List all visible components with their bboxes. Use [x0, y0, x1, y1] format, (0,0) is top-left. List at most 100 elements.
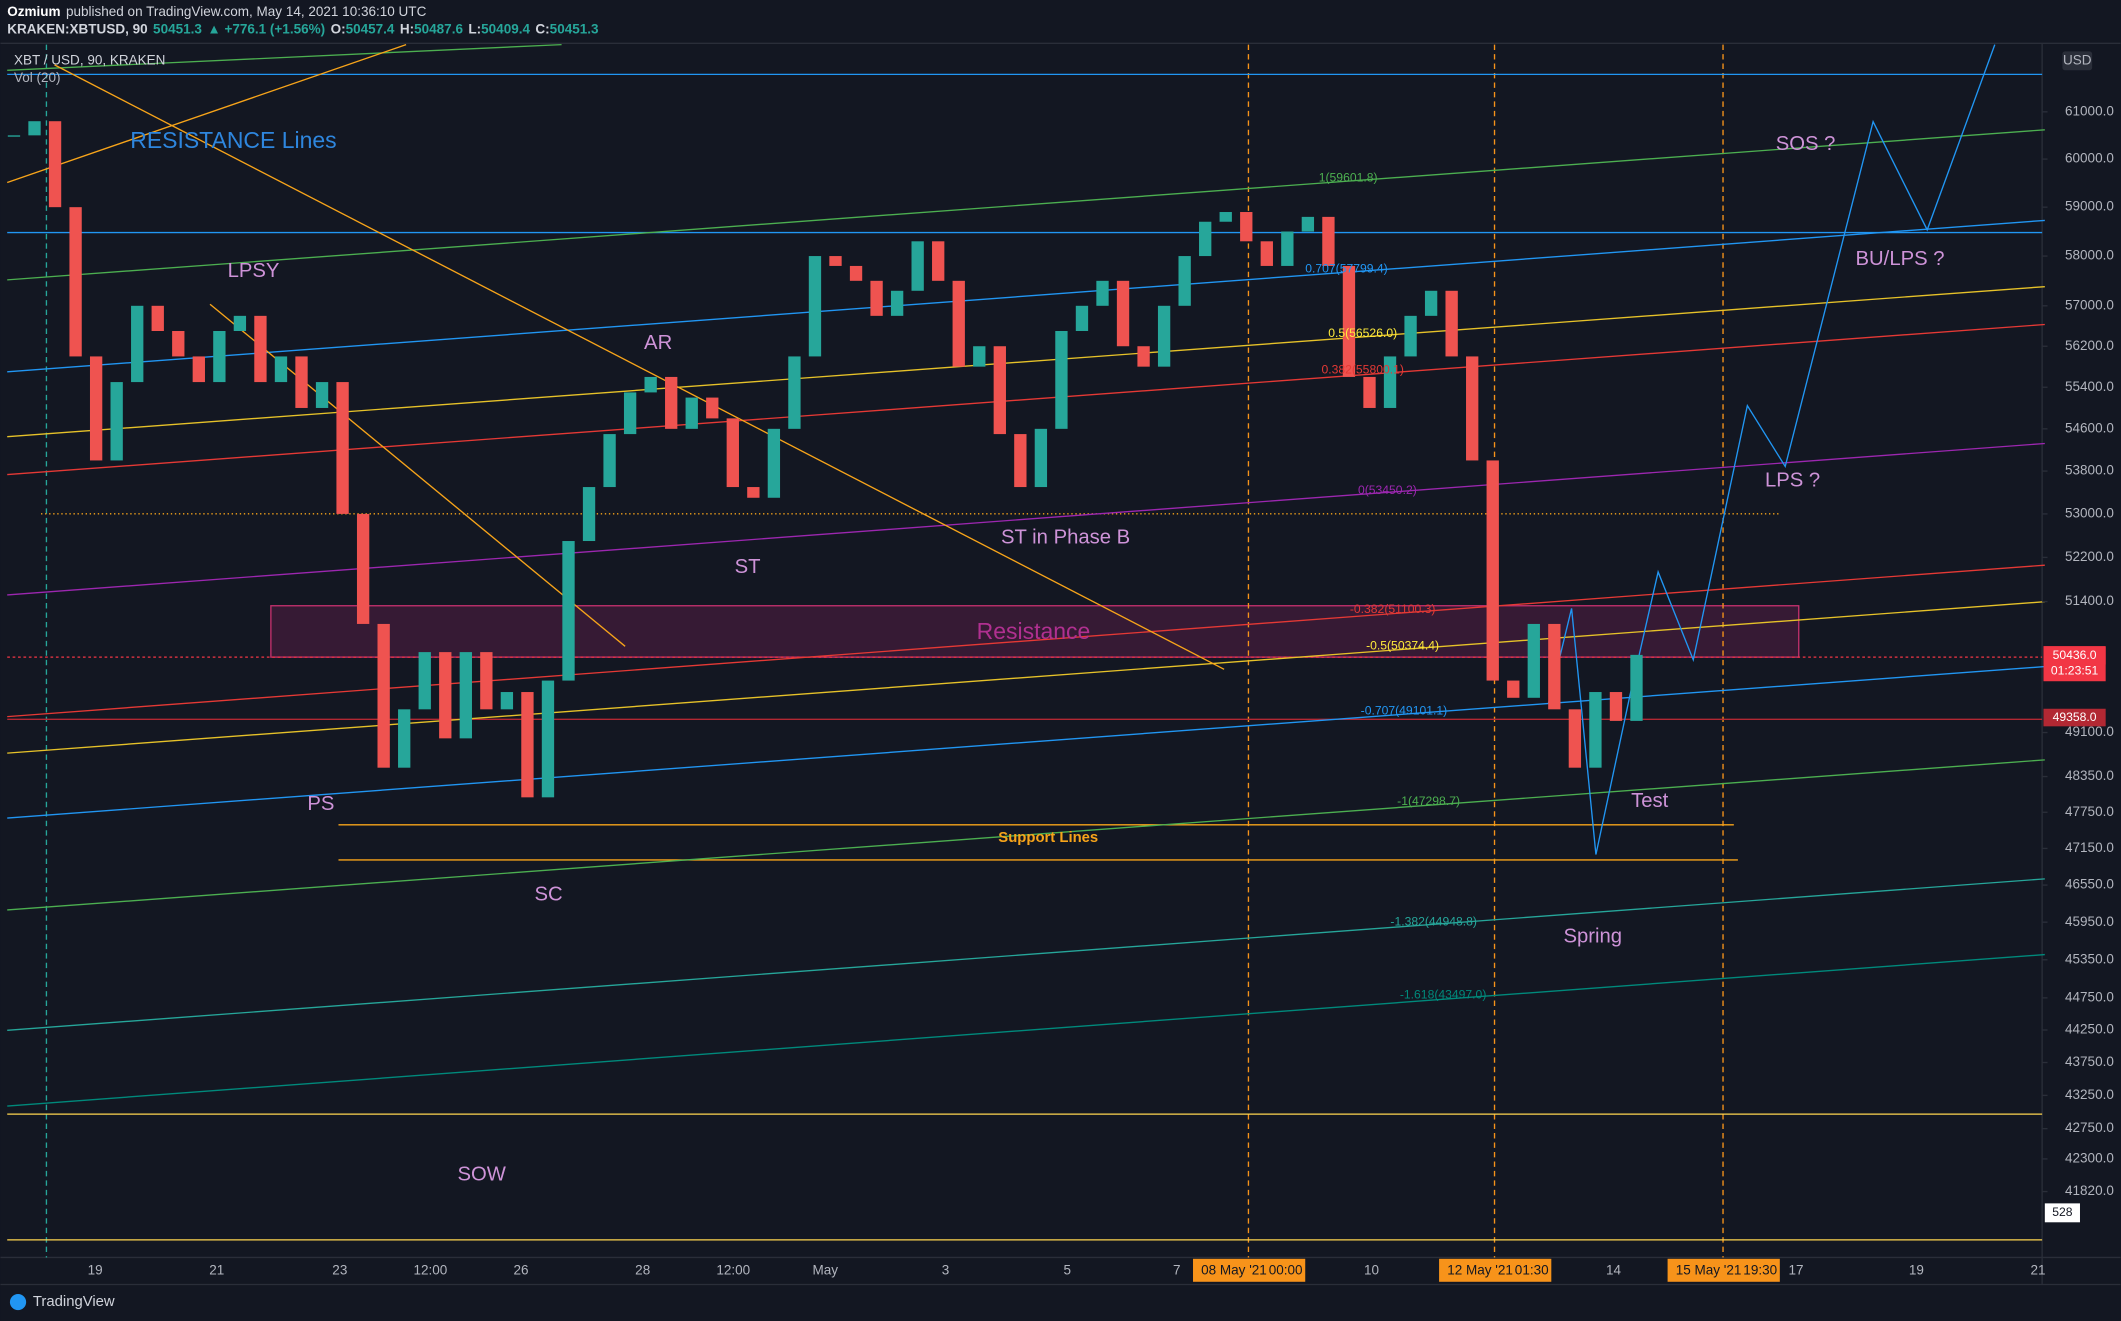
candle: [1219, 212, 1232, 222]
annotation: Resistance: [977, 618, 1091, 644]
annotation: LPS ?: [1765, 470, 1820, 492]
candle: [1096, 280, 1109, 306]
y-tick-label: 48350.0: [2065, 768, 2114, 783]
ohlc-key: C:: [535, 21, 549, 36]
candle: [1199, 221, 1212, 257]
candle: [932, 241, 945, 281]
x-axis: 19 21 23 12:00 26 28 12:00 May 3 5 7 10 …: [88, 1263, 2046, 1278]
annotation: SOW: [457, 1163, 506, 1185]
projection-path: [1547, 44, 1996, 855]
change: ▲ +776.1 (+1.56%): [207, 21, 325, 36]
legend-volume: Vol (20): [14, 70, 61, 85]
annotation: Test: [1631, 790, 1669, 812]
candles: [7, 121, 1643, 798]
fib-label: 0(53450.2): [1358, 483, 1417, 497]
candle: [808, 256, 822, 357]
ohlc-value: 50457.4: [346, 21, 395, 36]
candle: [1157, 305, 1171, 367]
y-tick-label: 45950.0: [2065, 914, 2114, 929]
price-tag-countdown: 01:23:51: [2051, 663, 2099, 677]
candle: [1404, 315, 1417, 357]
x-tick-label: 28: [635, 1263, 650, 1278]
candle: [767, 428, 781, 498]
candle: [747, 487, 760, 498]
annotation: LPSY: [228, 260, 280, 282]
ohlc-key: L:: [468, 21, 481, 36]
candle: [7, 135, 21, 137]
channel-line: [7, 665, 2045, 819]
ohlc-value: 50451.3: [550, 21, 599, 36]
x-tick-label: 19: [88, 1263, 103, 1278]
price-tag: [2043, 708, 2106, 727]
candle: [685, 397, 698, 429]
candle: [89, 356, 103, 461]
candle: [336, 382, 349, 514]
candle: [1075, 305, 1089, 332]
x-tick-label: 14: [1606, 1263, 1622, 1278]
logo: [9, 1293, 27, 1311]
last: 50451.3: [153, 21, 202, 36]
candle: [377, 623, 390, 768]
candle: [1240, 212, 1253, 242]
trend-line: [6, 43, 407, 184]
y-tick-label: 61000.0: [2065, 103, 2114, 118]
annotation: ST: [735, 556, 761, 578]
x-tick-label: May: [812, 1263, 838, 1278]
ohlc-value: 50409.4: [481, 21, 530, 36]
x-tick-label: 21: [2031, 1263, 2046, 1278]
resistance-zone: [270, 605, 1800, 658]
candle: [233, 315, 247, 332]
channel-line: [7, 442, 2045, 596]
candle: [398, 709, 411, 768]
candle: [439, 652, 452, 739]
annotation: PS: [307, 793, 334, 815]
y-tick-label: 56200.0: [2065, 338, 2114, 353]
candle: [1055, 331, 1068, 429]
symbol-line: KRAKEN:XBTUSD, 90 50451.3 ▲ +776.1 (+1.56%…: [7, 21, 599, 36]
candle: [788, 356, 801, 429]
x-tick-label: 12:00: [716, 1263, 750, 1278]
header-line: Ozmium published on TradingView.com, May …: [7, 4, 426, 19]
candle: [1589, 692, 1602, 768]
candle: [1630, 654, 1643, 721]
time-tag-date: 15 May '21: [1676, 1263, 1742, 1278]
time-tag-time: 19:30: [1743, 1263, 1777, 1278]
candle: [1260, 241, 1273, 266]
candle: [192, 356, 205, 383]
x-tick-label: 26: [513, 1263, 528, 1278]
time-tag-time: 01:30: [1515, 1263, 1549, 1278]
fib-label: 0.5(56526.0): [1328, 326, 1397, 340]
legend-symbol: XBT / USD, 90, KRAKEN: [14, 52, 165, 67]
candle: [890, 290, 904, 316]
trend-line: [7, 43, 562, 71]
x-tick-label: 7: [1173, 1263, 1181, 1278]
candle: [849, 265, 863, 281]
fib-label: -0.5(50374.4): [1366, 639, 1439, 653]
candle: [172, 331, 185, 357]
ohlc-key: H:: [400, 21, 414, 36]
fib-label: -0.707(49101.1): [1361, 703, 1448, 717]
candle: [1178, 256, 1191, 306]
y-tick-label: 57000.0: [2065, 297, 2114, 312]
channel-line: [7, 953, 2045, 1107]
candle: [603, 434, 616, 488]
y-tick-label: 53800.0: [2065, 463, 2114, 478]
candle: [870, 280, 883, 316]
candle: [131, 305, 144, 383]
candle: [213, 331, 226, 383]
candle: [665, 376, 678, 429]
footer-brand: TradingView: [33, 1294, 115, 1310]
candle: [541, 680, 555, 798]
y-tick-label: 51400.0: [2065, 593, 2114, 608]
candle: [69, 207, 82, 357]
candle: [623, 392, 637, 435]
candle: [644, 376, 657, 393]
y-tick-label: 43750.0: [2065, 1054, 2114, 1069]
candle: [151, 305, 164, 332]
candle: [356, 513, 370, 624]
candle: [500, 692, 514, 710]
volume-tag: [2044, 1203, 2080, 1223]
y-tick-label: 47750.0: [2065, 804, 2114, 819]
y-tick-label: 60000.0: [2065, 151, 2114, 166]
